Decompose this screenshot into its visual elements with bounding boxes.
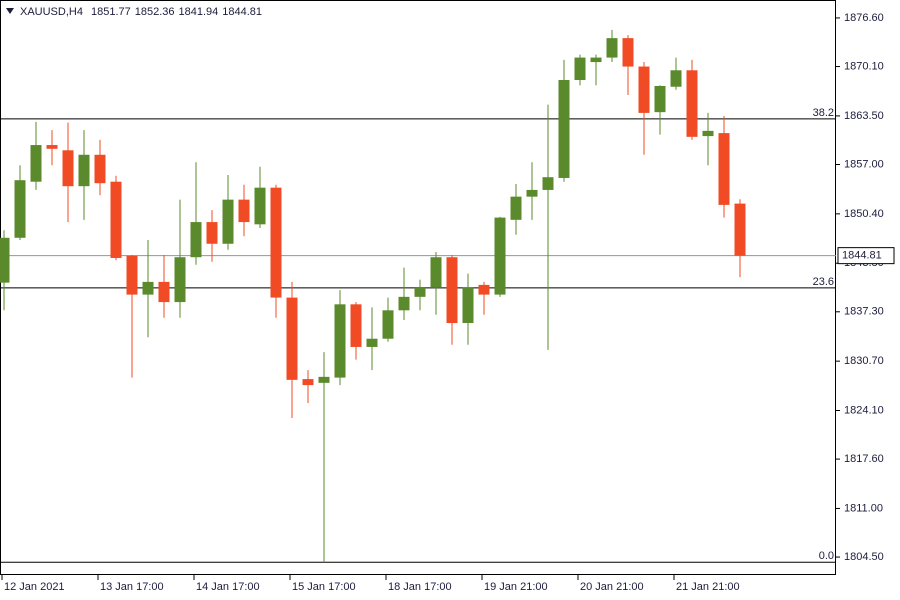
candle-body	[318, 376, 330, 383]
x-tick-label: 13 Jan 17:00	[100, 581, 164, 593]
symbol: XAUUSD,H4	[20, 6, 83, 18]
fib-level-label: 23.6	[813, 276, 834, 288]
candle-body	[238, 199, 250, 223]
candle-body	[222, 199, 234, 244]
candle-body	[702, 130, 714, 137]
candle-body	[46, 145, 58, 149]
y-tick-label: 1876.60	[844, 12, 884, 24]
y-tick-label: 1817.60	[844, 453, 884, 465]
candle-body	[734, 203, 746, 256]
candle-body	[606, 38, 618, 58]
candle-body	[398, 296, 410, 311]
x-tick-label: 19 Jan 21:00	[484, 581, 548, 593]
candle-body	[558, 80, 570, 178]
candle-body	[142, 281, 154, 295]
header-close: 1844.81	[222, 6, 262, 18]
candle-body	[30, 145, 42, 182]
candle-body	[190, 222, 202, 258]
collapse-icon	[6, 8, 14, 14]
candle-body	[14, 180, 26, 238]
y-tick-label: 1804.50	[844, 551, 884, 563]
header-low: 1841.94	[179, 6, 219, 18]
candle-body	[62, 150, 74, 187]
candle-body	[350, 304, 362, 347]
candle-body	[270, 187, 282, 298]
y-tick-label: 1824.10	[844, 404, 884, 416]
candle-body	[510, 196, 522, 220]
candle-body	[366, 338, 378, 347]
candle-body	[526, 189, 538, 197]
candle-body	[622, 38, 634, 67]
candle-body	[302, 379, 314, 386]
candle-body	[414, 287, 426, 297]
y-tick-label: 1857.00	[844, 158, 884, 170]
y-tick-label: 1837.30	[844, 306, 884, 318]
candle-body	[574, 57, 586, 81]
candle-body	[382, 310, 394, 339]
chart-header: XAUUSD,H4 1851.77 1852.36 1841.94 1844.81	[20, 6, 262, 18]
candle-body	[158, 281, 170, 303]
candle-body	[494, 217, 506, 295]
x-tick-label: 21 Jan 21:00	[676, 581, 740, 593]
candle-body	[542, 177, 554, 190]
x-tick-label: 14 Jan 17:00	[196, 581, 260, 593]
x-tick-label: 15 Jan 17:00	[292, 581, 356, 593]
last-price-box	[837, 247, 895, 265]
candle-body	[174, 257, 186, 303]
candle-body	[478, 284, 490, 295]
candle-body	[462, 287, 474, 324]
y-tick-label: 1863.50	[844, 110, 884, 122]
candle-body	[94, 154, 106, 184]
header-open: 1851.77	[91, 6, 131, 18]
candle-body	[686, 70, 698, 137]
y-tick-label: 1830.70	[844, 355, 884, 367]
x-tick-label: 12 Jan 2021	[4, 581, 65, 593]
candle-body	[718, 133, 730, 205]
y-tick-label: 1870.10	[844, 60, 884, 72]
candle-body	[446, 257, 458, 324]
candle-body	[254, 187, 266, 225]
candle-body	[334, 304, 346, 378]
candle-body	[126, 255, 138, 295]
candle-body	[670, 70, 682, 87]
y-tick-label: 1850.40	[844, 208, 884, 220]
candle-body	[206, 222, 218, 244]
candle-body	[654, 85, 666, 113]
candle-body	[286, 297, 298, 380]
x-tick-label: 18 Jan 17:00	[388, 581, 452, 593]
candle-body	[430, 257, 442, 288]
candle-body	[590, 57, 602, 63]
y-tick-label: 1811.00	[844, 502, 883, 514]
fib-level-label: 38.2	[813, 107, 834, 119]
candle-body	[110, 181, 122, 258]
x-tick-label: 20 Jan 21:00	[580, 581, 644, 593]
fib-level-label: 0.0	[819, 550, 834, 562]
last-price-label: 1844.81	[842, 250, 882, 262]
candle-body	[0, 237, 10, 283]
header-high: 1852.36	[135, 6, 175, 18]
candle-body	[638, 66, 650, 113]
candle-body	[78, 154, 90, 187]
